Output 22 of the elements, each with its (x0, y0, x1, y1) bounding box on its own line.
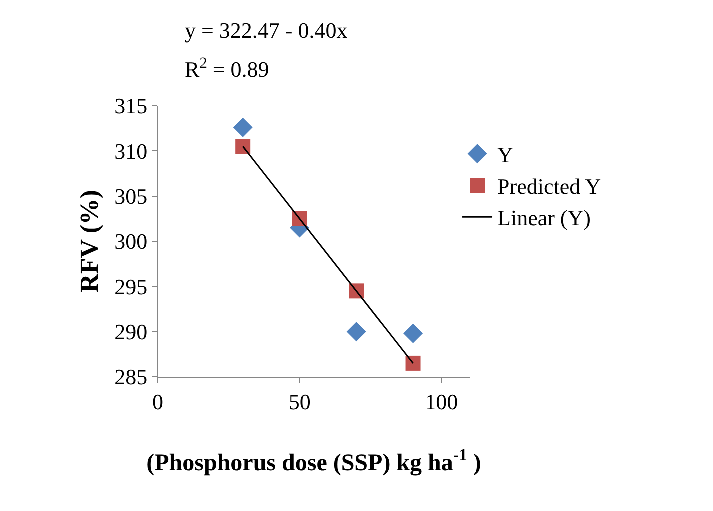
x-tick-label: 50 (288, 389, 311, 414)
point (346, 322, 366, 342)
x-tick-label: 100 (425, 389, 458, 414)
y-tick-label: 285 (114, 364, 148, 390)
y-tick-label: 315 (114, 94, 148, 119)
point (406, 356, 421, 371)
legend-label: Linear (Y) (498, 206, 591, 231)
x-axis-title: (Phosphorus dose (SSP) kg ha$^{-1}$ ) (146, 446, 482, 477)
legend-label: Predicted Y (498, 174, 602, 200)
x-tick-label: 0 (152, 389, 164, 414)
y-tick-label: 290 (114, 320, 148, 345)
point (404, 324, 424, 344)
point (233, 118, 253, 138)
legend-label: Y (498, 142, 514, 168)
y-tick-label: 310 (114, 138, 148, 164)
text: y = 322.47 - 0.40x (185, 18, 348, 43)
y-tick-label: 295 (114, 274, 148, 300)
y-tick-label: 305 (114, 184, 148, 210)
y-tick-label: 300 (114, 229, 148, 254)
point (236, 139, 251, 154)
text: R$^{2}$ = 0.89 (185, 55, 270, 82)
y-axis-title: RFV (%) (75, 190, 104, 293)
